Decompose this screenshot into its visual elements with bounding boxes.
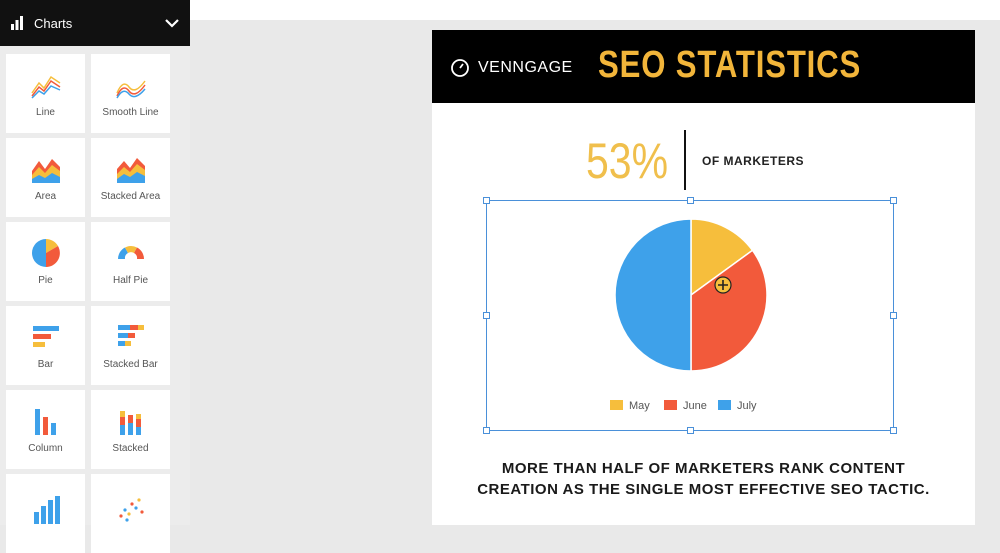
- tile-label: Stacked Area: [100, 191, 161, 202]
- resize-handle-top-right[interactable]: [890, 197, 897, 204]
- tile-label: Smooth Line: [102, 107, 159, 118]
- tile-label: Pie: [38, 275, 53, 286]
- grouped-column-chart-icon: [33, 496, 60, 524]
- tile-label: Stacked: [112, 443, 149, 454]
- venngage-logo: VENNGAGE: [450, 58, 573, 78]
- resize-handle-bottom-left[interactable]: [483, 427, 490, 434]
- chart-type-stacked-bar[interactable]: Stacked Bar: [91, 306, 170, 385]
- scatter-chart-icon: [118, 498, 144, 522]
- pie-chart[interactable]: May June July: [487, 201, 895, 432]
- stacked-area-chart-icon: [116, 158, 145, 183]
- bar-chart-icon: [11, 16, 23, 30]
- chart-type-scatter[interactable]: [91, 474, 170, 553]
- pie-slice-may[interactable]: [690, 218, 754, 297]
- chart-type-line[interactable]: Line: [6, 54, 85, 133]
- selected-chart-frame[interactable]: May June July: [483, 197, 897, 434]
- brand-name: VENNGAGE: [478, 59, 573, 76]
- resize-handle-top[interactable]: [687, 197, 694, 204]
- chart-type-stacked-area[interactable]: Stacked Area: [91, 138, 170, 217]
- pie-slice-july[interactable]: [614, 218, 692, 372]
- pie-slice-june[interactable]: [690, 249, 768, 372]
- bar-chart-icon: [32, 326, 59, 347]
- move-cursor-icon: [714, 276, 732, 294]
- tile-label: Bar: [37, 359, 54, 370]
- caption-line-1: MORE THAN HALF OF MARKETERS RANK CONTENT: [501, 460, 906, 477]
- line-chart-icon: [30, 75, 60, 99]
- infographic-canvas[interactable]: VENNGAGE SEO STATISTICS 53% OF MARKETERS…: [432, 30, 975, 525]
- tile-label: Half Pie: [112, 275, 148, 286]
- legend-swatch-may: [610, 400, 623, 410]
- legend-label-july: July: [737, 400, 757, 412]
- top-toolbar-strip: [190, 0, 1000, 20]
- chart-type-grouped-column[interactable]: [6, 474, 85, 553]
- tile-label: Stacked Bar: [103, 359, 158, 370]
- smooth-line-chart-icon: [115, 80, 146, 99]
- caption-line-2: CREATION AS THE SINGLE MOST EFFECTIVE SE…: [477, 481, 930, 498]
- resize-handle-top-left[interactable]: [483, 197, 490, 204]
- stacked-bar-chart-icon: [117, 325, 144, 346]
- tile-label: Column: [28, 443, 63, 454]
- column-chart-icon: [34, 409, 56, 435]
- legend-label-may: May: [629, 400, 650, 412]
- title-banner[interactable]: VENNGAGE SEO STATISTICS: [432, 30, 975, 103]
- chart-type-column[interactable]: Column: [6, 390, 85, 469]
- clock-logo-icon: [451, 59, 469, 77]
- resize-handle-bottom-right[interactable]: [890, 427, 897, 434]
- caption[interactable]: MORE THAN HALF OF MARKETERS RANK CONTENT…: [432, 458, 975, 500]
- chart-type-bar[interactable]: Bar: [6, 306, 85, 385]
- area-chart-icon: [31, 159, 60, 183]
- stat-label[interactable]: OF MARKETERS: [702, 154, 804, 168]
- resize-handle-left[interactable]: [483, 312, 490, 319]
- pie-chart-icon: [31, 239, 60, 267]
- resize-handle-bottom[interactable]: [687, 427, 694, 434]
- charts-sidebar: Charts Line Smooth Line: [0, 0, 190, 553]
- legend-swatch-june: [664, 400, 677, 410]
- chevron-down-icon[interactable]: [164, 18, 180, 28]
- charts-panel-header[interactable]: Charts: [0, 0, 190, 46]
- legend-label-june: June: [683, 400, 707, 412]
- page-title[interactable]: SEO STATISTICS: [598, 44, 862, 86]
- charts-panel-title: Charts: [34, 15, 73, 31]
- chart-type-area[interactable]: Area: [6, 138, 85, 217]
- legend-swatch-july: [718, 400, 731, 410]
- stat-value[interactable]: 53%: [586, 133, 669, 189]
- tile-label: Line: [36, 107, 55, 118]
- half-pie-chart-icon: [117, 246, 144, 259]
- stacked-column-chart-icon: [119, 411, 141, 435]
- tile-label: Area: [34, 191, 57, 202]
- chart-type-half-pie[interactable]: Half Pie: [91, 222, 170, 301]
- chart-type-smooth-line[interactable]: Smooth Line: [91, 54, 170, 133]
- stat-divider: [684, 130, 686, 190]
- resize-handle-right[interactable]: [890, 312, 897, 319]
- chart-type-grid: Line Smooth Line Area Stacked: [6, 54, 172, 553]
- chart-type-pie[interactable]: Pie: [6, 222, 85, 301]
- chart-type-stacked-column[interactable]: Stacked: [91, 390, 170, 469]
